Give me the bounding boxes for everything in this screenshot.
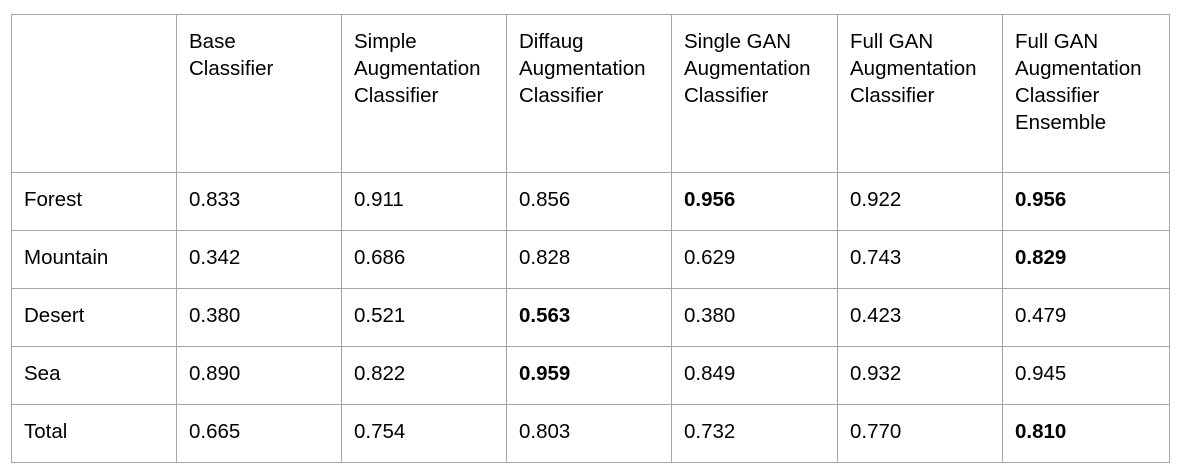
row-label: Total xyxy=(11,404,177,463)
table-cell: 0.932 xyxy=(837,346,1003,405)
table-row: Total 0.665 0.754 0.803 0.732 0.770 0.810 xyxy=(11,404,1170,463)
table-cell: 0.342 xyxy=(176,230,342,289)
column-header-line: Classifier xyxy=(684,84,769,107)
column-header: Diffaug Augmentation Classifier xyxy=(506,14,672,173)
column-header-line: Full GAN xyxy=(1015,30,1099,53)
column-header-line: Augmentation xyxy=(684,57,811,80)
row-label: Sea xyxy=(11,346,177,405)
table-cell: 0.856 xyxy=(506,172,672,231)
table-cell: 0.686 xyxy=(341,230,507,289)
table-cell: 0.803 xyxy=(506,404,672,463)
table-cell: 0.521 xyxy=(341,288,507,347)
table-cell: 0.380 xyxy=(176,288,342,347)
table-cell-best: 0.829 xyxy=(1002,230,1170,289)
table-cell: 0.833 xyxy=(176,172,342,231)
table-row: Sea 0.890 0.822 0.959 0.849 0.932 0.945 xyxy=(11,346,1170,405)
column-header-line: Classifier xyxy=(189,57,274,80)
table-cell: 0.479 xyxy=(1002,288,1170,347)
column-header-line: Classifier xyxy=(850,84,935,107)
header-row: Base Classifier Simple Augmentation Classifi… xyxy=(11,14,1170,173)
column-header-line: Full GAN xyxy=(850,30,934,53)
table-cell: 0.770 xyxy=(837,404,1003,463)
column-header-line: Augmentation xyxy=(519,57,646,80)
column-header-line: Classifier xyxy=(354,84,439,107)
table-cell: 0.380 xyxy=(671,288,838,347)
column-header-line: Classifier xyxy=(1015,84,1100,107)
column-header-line: Classifier xyxy=(519,84,604,107)
table-cell: 0.945 xyxy=(1002,346,1170,405)
table-cell: 0.629 xyxy=(671,230,838,289)
table-cell-best: 0.959 xyxy=(506,346,672,405)
column-header: Full GAN Augmentation Classifier Ensemble xyxy=(1002,14,1170,173)
column-header-line: Base xyxy=(189,30,236,53)
table-row: Forest 0.833 0.911 0.856 0.956 0.922 0.956 xyxy=(11,172,1170,231)
column-header-line: Single GAN xyxy=(684,30,792,53)
table-row: Mountain 0.342 0.686 0.828 0.629 0.743 0.829 xyxy=(11,230,1170,289)
table-cell: 0.754 xyxy=(341,404,507,463)
table-cell-best: 0.956 xyxy=(671,172,838,231)
column-header-line: Augmentation xyxy=(850,57,977,80)
table-cell: 0.911 xyxy=(341,172,507,231)
table-cell: 0.828 xyxy=(506,230,672,289)
table-cell: 0.665 xyxy=(176,404,342,463)
table-cell: 0.732 xyxy=(671,404,838,463)
column-header-line: Augmentation xyxy=(354,57,481,80)
table-row: Desert 0.380 0.521 0.563 0.380 0.423 0.479 xyxy=(11,288,1170,347)
table-cell: 0.423 xyxy=(837,288,1003,347)
results-table: Base Classifier Simple Augmentation Classifi… xyxy=(11,14,1170,463)
row-label: Desert xyxy=(11,288,177,347)
table-cell: 0.849 xyxy=(671,346,838,405)
column-header: Full GAN Augmentation Classifier xyxy=(837,14,1003,173)
column-header: Base Classifier xyxy=(176,14,342,173)
column-header-line: Ensemble xyxy=(1015,111,1107,134)
row-label: Forest xyxy=(11,172,177,231)
column-header-line: Simple xyxy=(354,30,417,53)
table-cell: 0.822 xyxy=(341,346,507,405)
table-cell-best: 0.563 xyxy=(506,288,672,347)
column-header: Simple Augmentation Classifier xyxy=(341,14,507,173)
table-cell-best: 0.956 xyxy=(1002,172,1170,231)
table-cell-best: 0.810 xyxy=(1002,404,1170,463)
table-cell: 0.890 xyxy=(176,346,342,405)
table-cell: 0.922 xyxy=(837,172,1003,231)
column-header-line: Diffaug xyxy=(519,30,584,53)
column-header-line: Augmentation xyxy=(1015,57,1142,80)
column-header: Single GAN Augmentation Classifier xyxy=(671,14,838,173)
corner-cell xyxy=(11,14,177,173)
table-body: Base Classifier Simple Augmentation Classifi… xyxy=(11,14,1170,463)
table-cell: 0.743 xyxy=(837,230,1003,289)
row-label: Mountain xyxy=(11,230,177,289)
